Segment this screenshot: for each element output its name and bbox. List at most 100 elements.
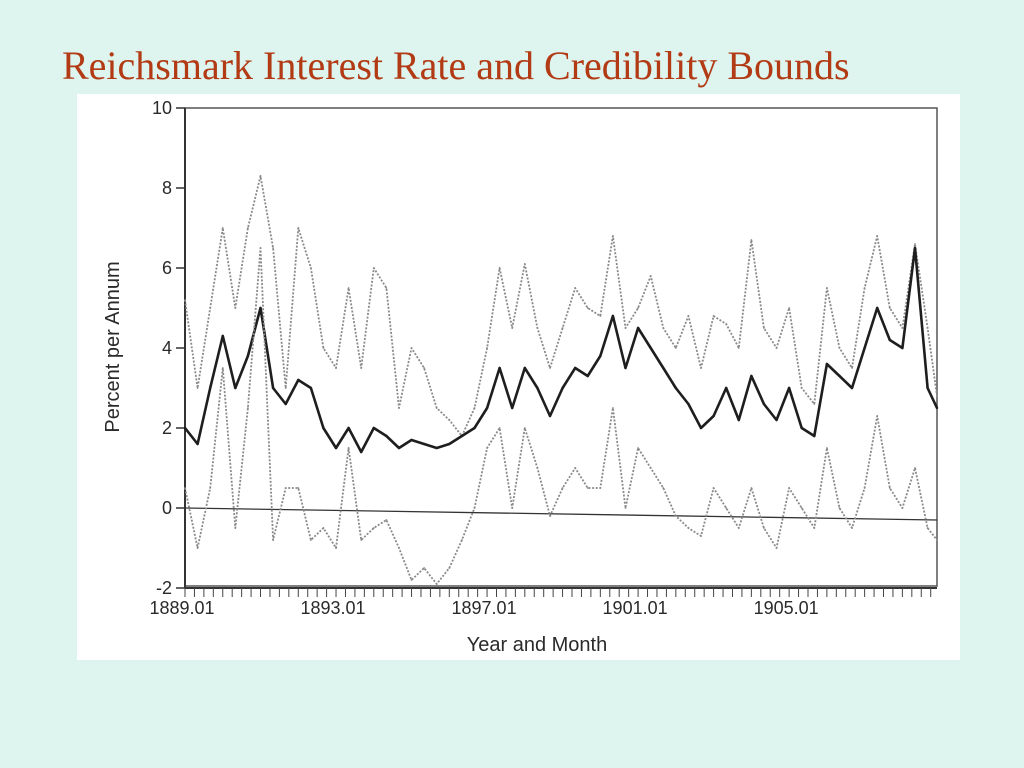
data-point-upper-credibility-bound [612,235,614,237]
data-point-lower-credibility-bound [851,527,853,529]
x-tick-label: 1905.01 [754,598,819,618]
data-point-upper-credibility-bound [536,327,539,329]
data-point-interest-rate [208,386,212,390]
x-tick-label: 1897.01 [452,598,517,618]
data-point-interest-rate [825,362,829,366]
data-point-upper-credibility-bound [788,307,791,309]
data-point-interest-rate [334,446,338,450]
data-point-lower-credibility-bound [234,527,237,529]
data-point-lower-credibility-bound [914,467,916,469]
data-point-lower-credibility-bound [700,535,702,537]
data-point-upper-credibility-bound [775,347,778,349]
data-point-interest-rate [183,426,187,430]
y-tick-label: 6 [162,258,172,278]
x-axis-ticks: 1889.01 1893.01 1897.01 1901.01 1905.01 [149,588,932,618]
data-point-upper-credibility-bound [486,347,488,349]
data-point-lower-credibility-bound [398,547,400,549]
data-point-lower-credibility-bound [259,247,262,249]
data-point-interest-rate [548,414,552,418]
data-point-interest-rate [800,426,803,430]
data-point-lower-credibility-bound [372,527,375,529]
y-tick-label: 8 [162,178,172,198]
data-point-upper-credibility-bound [737,347,740,349]
data-point-lower-credibility-bound [574,467,577,469]
data-point-lower-credibility-bound [385,519,388,521]
data-point-upper-credibility-bound [674,347,677,349]
data-point-interest-rate [624,366,627,370]
data-point-interest-rate [536,386,539,390]
data-point-upper-credibility-bound [209,307,212,309]
data-point-interest-rate [422,442,426,446]
data-point-interest-rate [775,418,778,422]
data-point-interest-rate [397,446,401,450]
data-point-interest-rate [787,386,791,390]
data-point-lower-credibility-bound [662,487,665,489]
data-point-lower-credibility-bound [309,539,312,541]
data-point-upper-credibility-bound [498,267,501,269]
data-point-upper-credibility-bound [876,235,879,237]
data-point-interest-rate [850,386,854,390]
data-point-lower-credibility-bound [335,547,337,549]
data-point-upper-credibility-bound [423,367,426,369]
data-point-upper-credibility-bound [662,327,665,329]
data-point-interest-rate [309,386,313,390]
data-point-lower-credibility-bound [624,507,627,509]
data-point-upper-credibility-bound [549,367,551,369]
data-point-lower-credibility-bound [750,487,753,489]
data-point-interest-rate [448,442,451,446]
slide-title: Reichsmark Interest Rate and Credibility… [62,43,850,88]
data-point-interest-rate [913,246,917,250]
data-point-lower-credibility-bound [612,407,614,409]
series-line-upper-credibility-bound [184,175,938,437]
data-point-lower-credibility-bound [272,539,275,541]
data-point-interest-rate [863,346,866,350]
data-point-interest-rate [586,374,589,378]
data-point-upper-credibility-bound [360,367,363,369]
data-point-lower-credibility-bound [435,583,438,585]
data-point-interest-rate [662,366,665,370]
data-point-interest-rate [410,438,413,442]
data-point-upper-credibility-bound [372,267,375,269]
data-point-lower-credibility-bound [649,467,652,469]
data-point-lower-credibility-bound [486,447,488,449]
y-axis-title: Percent per Annum [102,261,124,432]
data-point-lower-credibility-bound [901,507,904,509]
data-point-lower-credibility-bound [209,487,212,489]
data-point-lower-credibility-bound [586,487,589,489]
data-point-upper-credibility-bound [901,327,904,329]
data-point-interest-rate [901,346,904,350]
data-point-lower-credibility-bound [523,427,526,429]
data-point-lower-credibility-bound [599,487,602,489]
data-point-upper-credibility-bound [863,287,866,289]
data-point-interest-rate [674,386,678,390]
data-point-lower-credibility-bound [284,487,287,489]
data-point-interest-rate [935,406,939,410]
data-point-interest-rate [724,386,728,390]
data-point-upper-credibility-bound [272,247,275,249]
data-point-lower-credibility-bound [876,415,879,417]
data-point-lower-credibility-bound [788,487,791,489]
data-point-lower-credibility-bound [863,487,866,489]
data-point-upper-credibility-bound [851,367,853,369]
data-point-interest-rate [737,418,740,422]
data-point-upper-credibility-bound [750,239,753,241]
data-point-interest-rate [234,386,237,390]
data-point-lower-credibility-bound [888,487,891,489]
data-point-interest-rate [196,442,199,446]
data-point-lower-credibility-bound [838,507,841,509]
x-tick-label: 1889.01 [149,598,214,618]
y-axis-ticks: -2 0 2 4 6 8 10 [152,98,185,598]
chart-panel: -2 0 2 4 6 8 10 1889.01 1893.01 1897.01 1901.01 19… [77,94,960,660]
data-point-upper-credibility-bound [838,347,841,349]
data-point-lower-credibility-bound [674,515,677,517]
data-point-upper-credibility-bound [297,227,300,229]
data-point-upper-credibility-bound [284,387,287,389]
line-chart: -2 0 2 4 6 8 10 1889.01 1893.01 1897.01 1901.01 19… [102,98,939,656]
data-point-lower-credibility-bound [448,567,451,569]
x-tick-label: 1901.01 [603,598,668,618]
data-point-upper-credibility-bound [800,387,803,389]
data-point-upper-credibility-bound [712,315,715,317]
data-point-upper-credibility-bound [763,327,765,329]
data-point-upper-credibility-bound [448,419,451,421]
data-point-upper-credibility-bound [221,227,224,229]
